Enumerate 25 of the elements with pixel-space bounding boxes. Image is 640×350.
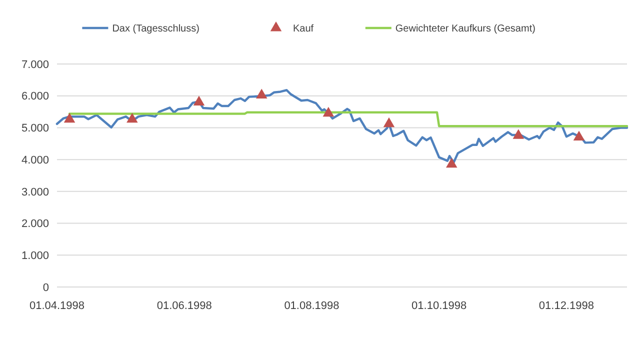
point — [573, 130, 585, 141]
legend-label: Dax (Tagesschluss) — [112, 24, 200, 34]
legend-label: Kauf — [293, 24, 314, 34]
y-tick-label: 4.000 — [21, 154, 49, 166]
x-tick-label: 01.08.1998 — [284, 300, 340, 312]
x-tick-label: 01.06.1998 — [156, 300, 212, 312]
y-tick-label: 6.000 — [21, 90, 49, 103]
point — [383, 117, 395, 128]
y-tick-label: 5.000 — [21, 122, 49, 135]
y-tick-label: 0 — [42, 282, 49, 294]
legend-label: Gewichteter Kaufkurs (Gesamt) — [395, 24, 536, 34]
y-tick-label: 1.000 — [21, 250, 49, 262]
point — [193, 96, 205, 106]
point — [126, 112, 138, 123]
y-tick-label: 3.000 — [21, 186, 49, 198]
point — [64, 112, 76, 123]
x-tick-label: 01.12.1998 — [538, 300, 594, 312]
y-tick-label: 2.000 — [21, 218, 49, 230]
point — [322, 106, 334, 117]
point — [512, 129, 524, 139]
x-tick-label: 01.10.1998 — [412, 300, 467, 312]
point — [256, 88, 268, 98]
x-tick-label: 01.04.1998 — [29, 300, 85, 312]
y-tick-label: 7.000 — [21, 58, 49, 71]
point — [446, 158, 458, 168]
